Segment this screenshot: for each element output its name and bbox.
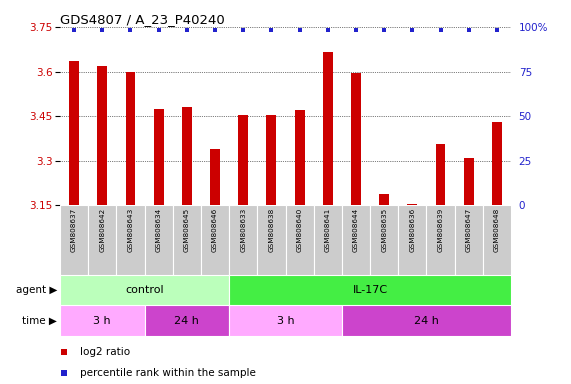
Text: GSM808644: GSM808644 [353,207,359,252]
Bar [455,205,483,275]
Text: 3 h: 3 h [277,316,294,326]
Text: GSM808647: GSM808647 [466,207,472,252]
Bar [238,115,248,205]
Bar [483,205,511,275]
Text: percentile rank within the sample: percentile rank within the sample [81,368,256,378]
Text: IL-17C: IL-17C [352,285,388,295]
Bar [286,205,313,275]
Bar [295,110,304,205]
Bar [258,205,286,275]
Text: GSM808643: GSM808643 [127,207,134,252]
Bar [97,66,107,205]
Text: GSM808648: GSM808648 [494,207,500,252]
Text: 24 h: 24 h [414,316,439,326]
Bar [323,52,333,205]
Bar [379,194,389,205]
Text: GDS4807 / A_23_P40240: GDS4807 / A_23_P40240 [60,13,225,26]
Bar [69,61,79,205]
Bar [408,204,417,205]
Bar [492,122,502,205]
Text: control: control [125,285,164,295]
Text: 24 h: 24 h [174,316,199,326]
Bar [201,205,229,275]
Text: 3 h: 3 h [94,316,111,326]
Text: GSM808645: GSM808645 [184,207,190,252]
Bar [126,71,135,205]
Text: GSM808633: GSM808633 [240,207,246,252]
Bar [173,205,201,275]
Bar [229,305,342,336]
Text: GSM808635: GSM808635 [381,207,387,252]
Bar [60,205,88,275]
Bar [60,305,144,336]
Bar [464,158,474,205]
Text: agent ▶: agent ▶ [16,285,57,295]
Text: GSM808634: GSM808634 [156,207,162,252]
Bar [154,109,163,205]
Bar [182,107,192,205]
Bar [399,205,427,275]
Text: log2 ratio: log2 ratio [81,347,130,357]
Bar [60,275,229,305]
Text: GSM808640: GSM808640 [296,207,303,252]
Text: GSM808646: GSM808646 [212,207,218,252]
Text: GSM808637: GSM808637 [71,207,77,252]
Bar [313,205,342,275]
Text: GSM808642: GSM808642 [99,207,105,252]
Text: GSM808638: GSM808638 [268,207,275,252]
Bar [229,205,258,275]
Bar [342,305,511,336]
Bar [267,115,276,205]
Text: GSM808636: GSM808636 [409,207,415,252]
Text: time ▶: time ▶ [22,316,57,326]
Text: GSM808641: GSM808641 [325,207,331,252]
Text: GSM808639: GSM808639 [437,207,444,252]
Bar [351,73,361,205]
Bar [342,205,370,275]
Bar [116,205,144,275]
Bar [210,149,220,205]
Bar [144,305,229,336]
Bar [370,205,399,275]
Bar [88,205,116,275]
Bar [436,144,445,205]
Bar [144,205,173,275]
Bar [229,275,511,305]
Bar [427,205,455,275]
